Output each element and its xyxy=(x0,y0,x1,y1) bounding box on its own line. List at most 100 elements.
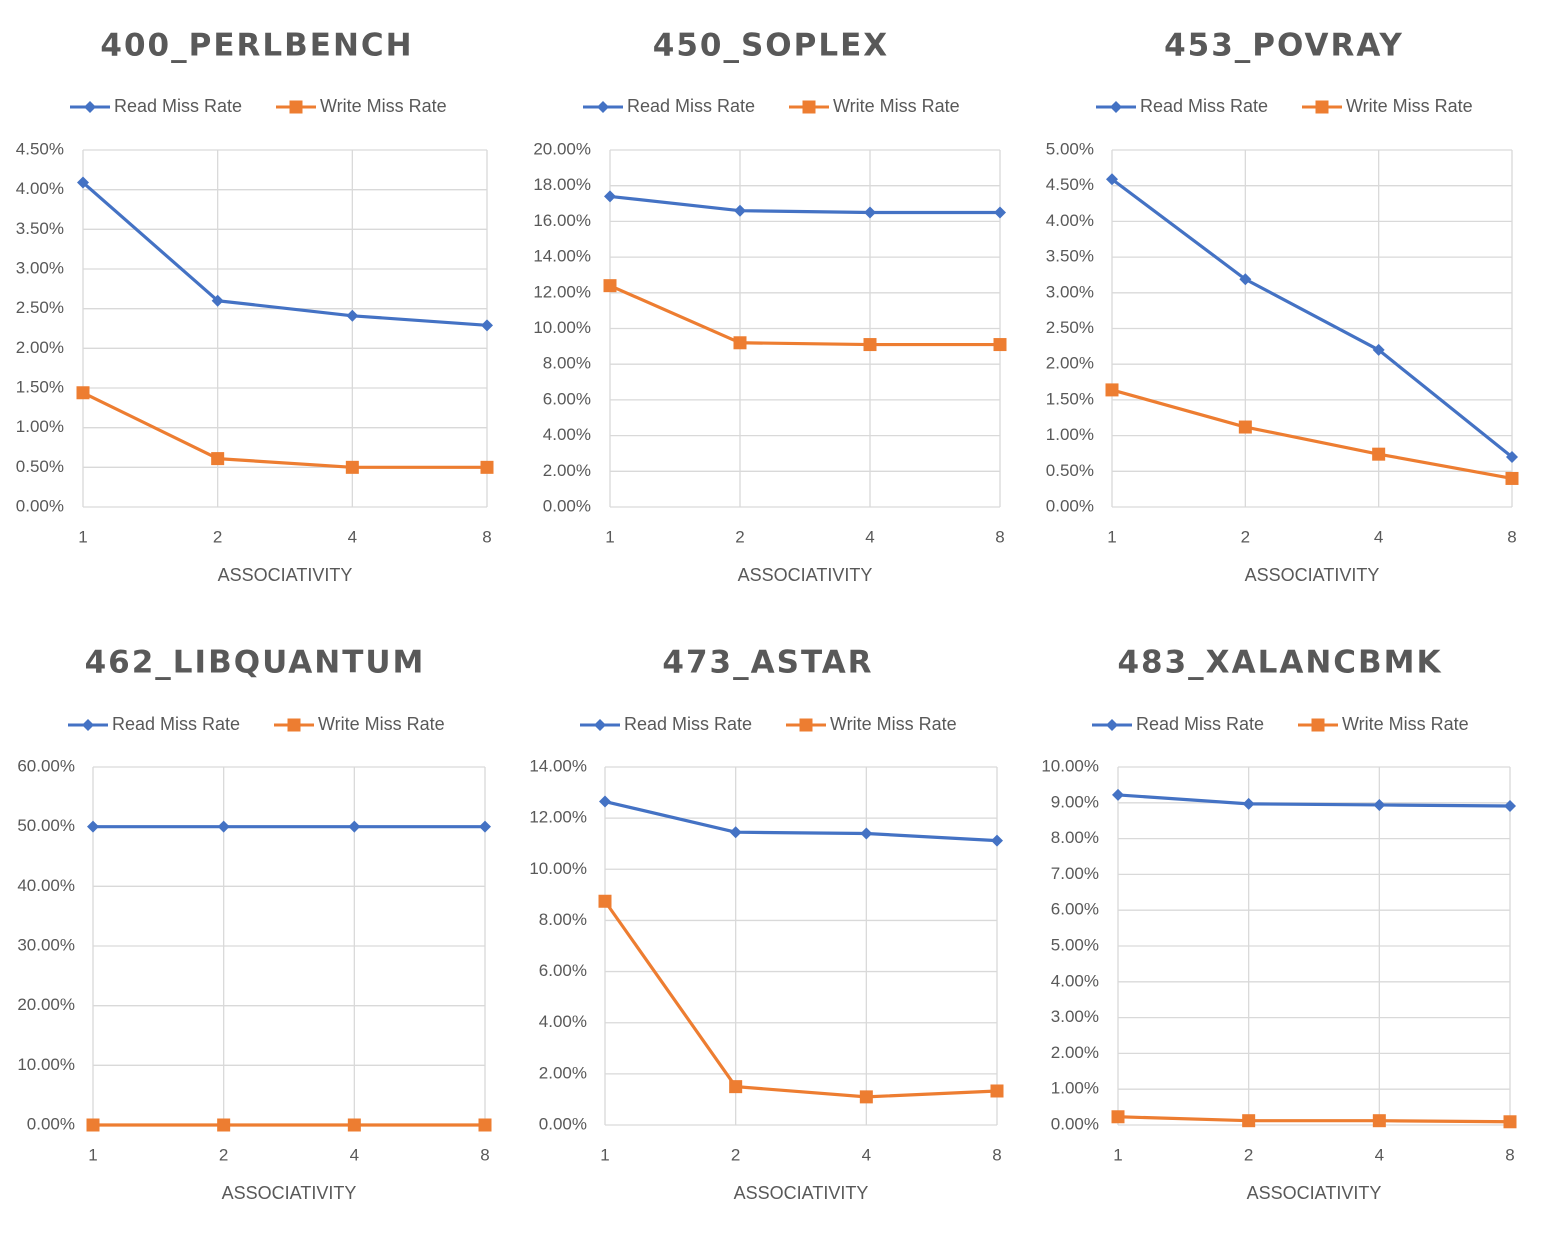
x-tick-label: 4 xyxy=(1374,527,1383,546)
read-miss-rate-point xyxy=(346,309,359,322)
x-tick-label: 4 xyxy=(862,1145,871,1164)
chart-panel-3: 453_POVRAY Read Miss Rate Write Miss Rate 0… xyxy=(1046,28,1519,585)
legend-diamond-marker xyxy=(82,719,94,731)
legend-square-marker xyxy=(1315,100,1329,114)
read-miss-rate-point xyxy=(864,206,876,219)
write-miss-rate-point xyxy=(1505,471,1519,485)
y-tick-label: 50.00% xyxy=(17,816,75,835)
read-miss-rate-point xyxy=(994,206,1006,219)
x-tick-label: 4 xyxy=(348,527,357,546)
read-miss-rate-point xyxy=(734,204,746,217)
read-miss-rate-point xyxy=(599,795,611,808)
x-tick-label: 4 xyxy=(865,527,874,546)
chart-legend: Read Miss Rate Write Miss Rate xyxy=(1096,96,1473,116)
y-tick-label: 12.00% xyxy=(529,808,587,827)
y-tick-label: 4.50% xyxy=(1046,175,1094,194)
y-tick-label: 2.50% xyxy=(16,298,64,317)
y-tick-label: 10.00% xyxy=(529,859,587,878)
legend-square-marker xyxy=(799,718,813,732)
y-tick-label: 6.00% xyxy=(1051,900,1099,919)
y-tick-label: 8.00% xyxy=(543,354,591,373)
read-miss-rate-point xyxy=(87,820,99,833)
y-tick-label: 7.00% xyxy=(1051,864,1099,883)
chart-title: 473_ASTAR xyxy=(662,645,873,681)
read-miss-rate-point xyxy=(1373,798,1386,811)
y-tick-label: 4.50% xyxy=(16,139,64,158)
x-tick-label: 8 xyxy=(1507,527,1516,546)
write-miss-rate-point xyxy=(1105,383,1119,397)
y-tick-label: 2.00% xyxy=(1046,354,1094,373)
legend-diamond-marker xyxy=(1106,719,1118,731)
read-miss-rate-point xyxy=(1106,173,1118,186)
write-miss-rate-point xyxy=(603,279,617,293)
y-tick-label: 14.00% xyxy=(529,756,587,775)
legend-label: Read Miss Rate xyxy=(112,714,240,734)
chart-title: 450_SOPLEX xyxy=(653,28,889,64)
y-tick-label: 20.00% xyxy=(533,139,591,158)
legend-label: Read Miss Rate xyxy=(624,714,752,734)
y-tick-label: 0.00% xyxy=(543,496,591,515)
read-miss-rate-line xyxy=(81,181,488,327)
write-miss-rate-point xyxy=(345,460,359,474)
y-tick-label: 3.50% xyxy=(16,219,64,238)
x-tick-label: 1 xyxy=(1107,527,1116,546)
y-tick-label: 12.00% xyxy=(533,282,591,301)
y-tick-label: 8.00% xyxy=(1051,828,1099,847)
x-tick-label: 1 xyxy=(88,1145,97,1164)
legend-label: Write Miss Rate xyxy=(1346,96,1473,116)
write-miss-rate-point xyxy=(993,338,1007,352)
chart-panel-4: 462_LIBQUANTUM Read Miss Rate Write Miss R… xyxy=(17,645,492,1203)
y-tick-label: 3.00% xyxy=(16,258,64,277)
y-tick-label: 9.00% xyxy=(1051,792,1099,811)
y-tick-label: 1.00% xyxy=(1051,1079,1099,1098)
read-miss-rate-line xyxy=(1117,793,1511,808)
x-tick-label: 2 xyxy=(1241,527,1250,546)
y-tick-label: 1.00% xyxy=(1046,425,1094,444)
legend-diamond-marker xyxy=(597,101,609,113)
x-tick-label: 1 xyxy=(78,527,87,546)
y-tick-label: 0.00% xyxy=(1051,1114,1099,1133)
legend-label: Read Miss Rate xyxy=(1140,96,1268,116)
legend-square-marker xyxy=(802,100,816,114)
legend-square-marker xyxy=(287,718,301,732)
y-tick-label: 40.00% xyxy=(17,876,75,895)
legend-label: Write Miss Rate xyxy=(833,96,960,116)
legend-label: Write Miss Rate xyxy=(1342,714,1469,734)
y-tick-label: 6.00% xyxy=(539,961,587,980)
write-miss-rate-point xyxy=(76,386,90,400)
y-tick-label: 0.50% xyxy=(1046,461,1094,480)
write-miss-rate-line xyxy=(603,900,998,1099)
chart-panel-2: 450_SOPLEX Read Miss Rate Write Miss Rate 0… xyxy=(533,28,1007,585)
read-miss-rate-line xyxy=(609,194,1000,215)
x-axis-label: ASSOCIATIVITY xyxy=(1245,565,1380,585)
write-miss-rate-point xyxy=(863,338,877,352)
y-tick-label: 10.00% xyxy=(1041,756,1099,775)
chart-legend: Read Miss Rate Write Miss Rate xyxy=(583,96,960,116)
y-tick-label: 14.00% xyxy=(533,247,591,266)
legend-square-marker xyxy=(1311,718,1325,732)
y-tick-label: 3.50% xyxy=(1046,247,1094,266)
chart-title: 462_LIBQUANTUM xyxy=(85,645,426,681)
y-tick-label: 10.00% xyxy=(17,1055,75,1074)
write-miss-rate-point xyxy=(1238,420,1252,434)
x-axis-label: ASSOCIATIVITY xyxy=(734,1183,869,1203)
y-tick-label: 4.00% xyxy=(543,425,591,444)
write-miss-rate-point xyxy=(217,1118,231,1132)
write-miss-rate-point xyxy=(598,894,612,908)
x-tick-label: 8 xyxy=(1505,1145,1514,1164)
x-tick-label: 4 xyxy=(1375,1145,1384,1164)
legend-label: Read Miss Rate xyxy=(114,96,242,116)
y-tick-label: 0.00% xyxy=(27,1114,75,1133)
x-tick-label: 8 xyxy=(482,527,491,546)
write-miss-rate-point xyxy=(1372,447,1386,461)
y-tick-label: 0.00% xyxy=(539,1114,587,1133)
read-miss-rate-point xyxy=(860,827,873,840)
read-miss-rate-point xyxy=(479,820,491,833)
legend-label: Read Miss Rate xyxy=(1136,714,1264,734)
read-miss-rate-point xyxy=(1372,343,1385,356)
chart-panel-5: 473_ASTAR Read Miss Rate Write Miss Rate 0.… xyxy=(529,645,1004,1203)
write-miss-rate-point xyxy=(1372,1114,1386,1128)
x-tick-label: 1 xyxy=(1113,1145,1122,1164)
read-miss-rate-point xyxy=(1112,788,1124,801)
